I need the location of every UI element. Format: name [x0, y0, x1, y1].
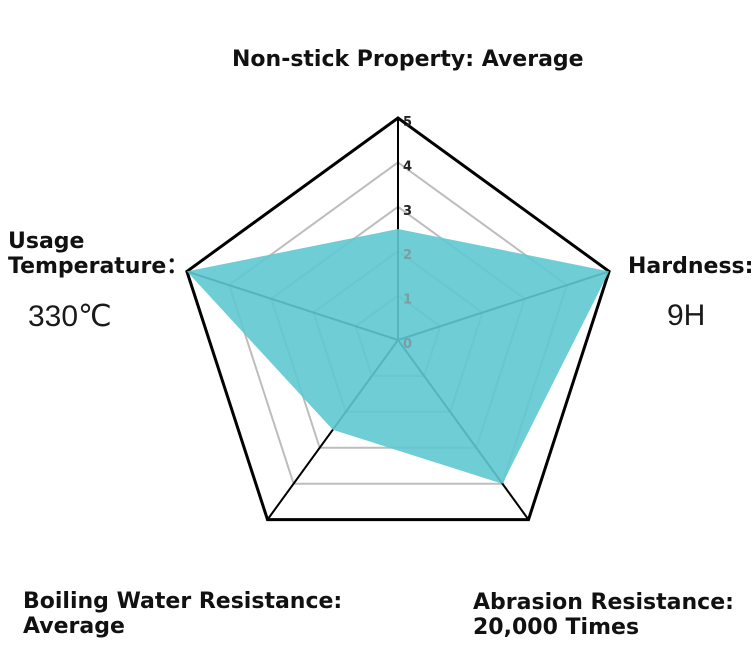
axis-value-hardness: 9H — [667, 299, 706, 332]
scale-ticks: 0 1 2 3 4 5 — [403, 115, 412, 352]
tick-label-2: 2 — [403, 248, 412, 263]
tick-label-0: 0 — [403, 337, 412, 352]
tick-label-5: 5 — [403, 115, 412, 130]
axis-label-boiling-water: Boiling Water Resistance: Average — [23, 589, 343, 639]
axis-label-usage-temperature: Usage Temperature： — [8, 229, 189, 279]
axis-label-non-stick: Non-stick Property: Average — [232, 47, 584, 72]
tick-label-1: 1 — [403, 293, 412, 308]
axis-label-abrasion: Abrasion Resistance: 20,000 Times — [473, 590, 734, 640]
tick-label-4: 4 — [403, 159, 412, 174]
tick-label-3: 3 — [403, 204, 412, 219]
axis-value-usage-temperature: 330℃ — [28, 300, 112, 333]
series-area — [186, 229, 610, 484]
axis-label-hardness: Hardness: — [628, 254, 752, 279]
grid-ring-5 — [185, 116, 611, 522]
